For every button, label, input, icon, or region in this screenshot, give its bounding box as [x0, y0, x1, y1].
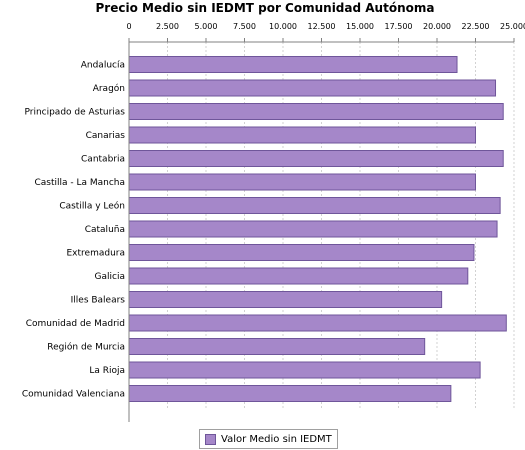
axes — [128, 41, 514, 422]
bar — [128, 244, 475, 261]
category-label: Cantabria — [81, 155, 125, 165]
legend-label: Valor Medio sin IEDMT — [221, 433, 332, 445]
bar — [128, 126, 476, 144]
bar — [128, 79, 497, 97]
category-label: Canarias — [86, 131, 126, 141]
x-axis-ticks: 0 2.500 5.000 7.500 10.000 12.500 15.000 17.500… — [126, 22, 525, 42]
bar — [128, 197, 501, 214]
x-tick-label: 10.000 — [269, 22, 297, 31]
category-labels: Andalucía Aragón Principado de Asturias Can… — [22, 61, 125, 400]
x-tick-label: 22.500 — [462, 22, 490, 31]
category-label: Comunidad Valenciana — [22, 390, 125, 400]
bar — [128, 173, 476, 191]
x-tick-label: 20.000 — [423, 22, 451, 31]
category-label: Principado de Asturias — [24, 108, 125, 118]
bar — [128, 220, 498, 238]
x-tick-label: 17.500 — [385, 22, 413, 31]
x-tick-label: 12.500 — [308, 22, 336, 31]
category-label: La Rioja — [89, 366, 125, 376]
category-label: Aragón — [93, 83, 125, 94]
x-tick-label: 25.000 — [500, 22, 525, 31]
x-tick-label: 0 — [126, 22, 131, 31]
category-label: Castilla - La Mancha — [34, 178, 125, 188]
x-tick-label: 5.000 — [195, 22, 218, 31]
bar — [128, 56, 458, 73]
category-label: Cataluña — [85, 225, 125, 235]
legend: Valor Medio sin IEDMT — [199, 429, 338, 449]
bar — [128, 338, 426, 355]
bar — [128, 150, 504, 167]
x-tick-label: 2.500 — [156, 22, 179, 31]
bar — [128, 291, 443, 308]
category-label: Comunidad de Madrid — [26, 319, 125, 329]
category-label: Castilla y León — [59, 201, 125, 212]
bar — [128, 314, 507, 332]
category-label: Región de Murcia — [47, 342, 125, 353]
bar — [128, 103, 504, 120]
bar — [128, 385, 452, 402]
x-tick-label: 15.000 — [346, 22, 374, 31]
chart-title: Precio Medio sin IEDMT por Comunidad Aut… — [96, 1, 435, 15]
legend-swatch — [205, 433, 216, 445]
category-label: Galicia — [95, 272, 125, 282]
category-label: Illes Balears — [71, 296, 126, 306]
bars — [128, 56, 507, 402]
category-label: Extremadura — [67, 249, 126, 259]
x-tick-label: 7.500 — [233, 22, 256, 31]
bar — [128, 361, 481, 379]
bar — [128, 267, 469, 285]
category-label: Andalucía — [81, 61, 125, 71]
